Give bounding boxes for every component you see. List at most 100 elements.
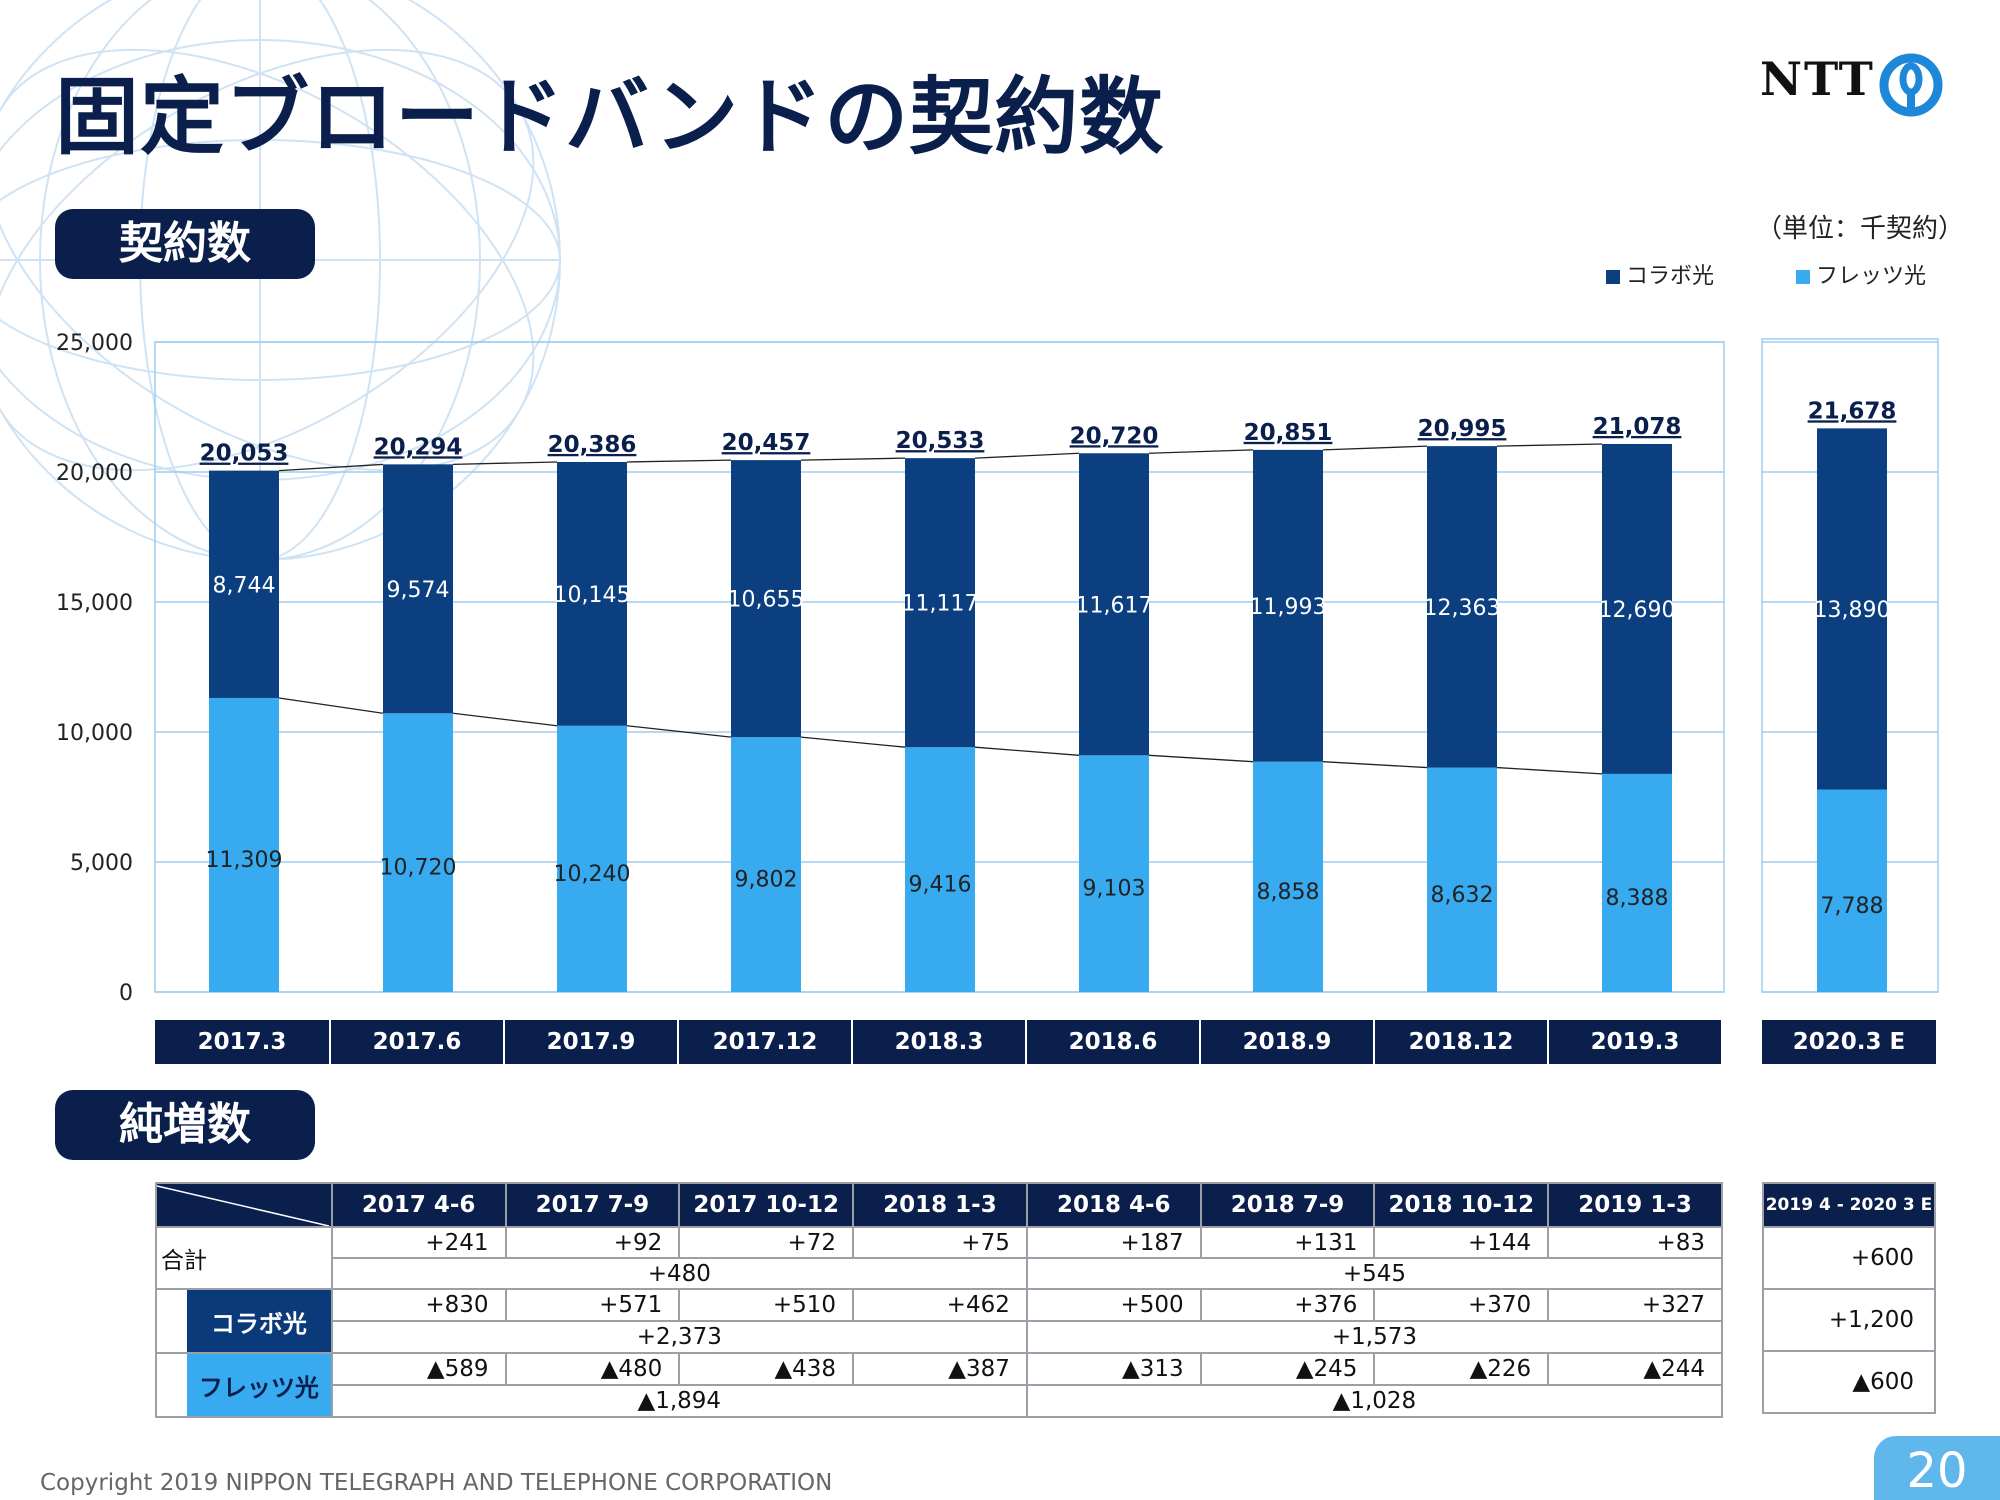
x-category-label: 2018.3: [853, 1020, 1025, 1064]
legend-swatch-flets: [1796, 270, 1810, 284]
data-label-kollabo: 10,655: [728, 588, 805, 613]
connector-line-total: [626, 459, 732, 463]
section-label-net-additions: 純増数: [55, 1090, 315, 1160]
flets-fy2018: ▲1,028: [1025, 1384, 1724, 1418]
connector-line-total: [1496, 443, 1603, 447]
total-q3: +72: [678, 1226, 855, 1259]
data-label-flets: 7,788: [1821, 894, 1884, 919]
flets-q8: ▲244: [1547, 1352, 1723, 1386]
data-label-total: 20,386: [548, 432, 637, 458]
total-q2: +92: [504, 1226, 681, 1259]
bar-flets: [731, 737, 801, 992]
header-2017-7-9: 2017 7-9: [504, 1182, 681, 1228]
data-label-total: 21,678: [1808, 398, 1897, 424]
data-label-total: 21,078: [1593, 414, 1682, 440]
connector-line-flets: [1496, 766, 1603, 775]
forecast-table: 2019 4 - 2020 3 E +600 +1,200 ▲600: [1762, 1182, 1936, 1414]
logo-text: NTT: [1760, 52, 1875, 106]
unit-note: （単位：千契約）: [1756, 214, 1965, 244]
flets-q4: ▲387: [852, 1352, 1028, 1386]
flets-q2: ▲480: [504, 1352, 681, 1386]
kollabo-fy2017: +2,373: [330, 1320, 1028, 1354]
total-fy2017: +480: [330, 1257, 1028, 1290]
total-q6: +131: [1199, 1226, 1376, 1259]
data-label-flets: 8,858: [1257, 880, 1320, 905]
x-category-label: 2017.6: [331, 1020, 503, 1064]
data-label-flets: 10,720: [380, 856, 457, 881]
data-label-kollabo: 12,690: [1599, 598, 1676, 623]
kollabo-q3: +510: [678, 1288, 855, 1322]
legend-item-flets: フレッツ光: [1796, 258, 1926, 290]
connector-line-flets: [1322, 761, 1428, 769]
kollabo-fy2018: +1,573: [1025, 1320, 1724, 1354]
kollabo-q5: +500: [1025, 1288, 1202, 1322]
flets-q7: ▲226: [1373, 1352, 1550, 1386]
connector-line-total: [278, 463, 384, 472]
header-2018-7-9: 2018 7-9: [1199, 1182, 1376, 1228]
row-label-flets-cell: フレッツ光: [155, 1352, 333, 1418]
legend-item-kollabo: コラボ光: [1606, 258, 1714, 290]
x-category-label: 2018.6: [1027, 1020, 1199, 1064]
connector-line-flets: [626, 725, 732, 738]
bar-kollabo: [1427, 446, 1497, 768]
data-label-total: 20,720: [1070, 423, 1159, 449]
legend-label-flets: フレッツ光: [1816, 264, 1927, 289]
data-label-kollabo: 11,993: [1250, 595, 1327, 620]
bar-kollabo: [557, 461, 627, 726]
kollabo-q4: +462: [852, 1288, 1028, 1322]
kollabo-q6: +376: [1199, 1288, 1376, 1322]
forecast-kollabo: +1,200: [1762, 1288, 1936, 1352]
flets-q1: ▲589: [330, 1352, 507, 1386]
data-label-flets: 10,240: [554, 862, 631, 887]
header-2018-4-6: 2018 4-6: [1025, 1182, 1202, 1228]
copyright-footer: Copyright 2019 NIPPON TELEGRAPH AND TELE…: [40, 1470, 833, 1496]
data-label-flets: 9,103: [1083, 877, 1146, 902]
total-q7: +144: [1373, 1226, 1550, 1259]
y-tick-label: 25,000: [56, 331, 133, 356]
row-label-total: 合計: [155, 1226, 333, 1290]
connector-line-total: [974, 452, 1080, 459]
connector-line-total: [1322, 445, 1428, 451]
ntt-logo-mark-icon: [1879, 53, 1943, 117]
connector-line-total: [1148, 449, 1254, 454]
connector-line-flets: [278, 697, 384, 714]
table-corner-cell: [155, 1182, 333, 1228]
bar-kollabo: [383, 464, 453, 714]
flets-fy2017: ▲1,894: [330, 1384, 1028, 1418]
total-q1: +241: [330, 1226, 507, 1259]
bar-flets: [557, 725, 627, 992]
row-label-kollabo-cell: コラボ光: [155, 1288, 333, 1354]
ntt-logo: NTT: [1760, 52, 1950, 122]
data-label-flets: 9,416: [909, 873, 972, 898]
total-fy2018: +545: [1025, 1257, 1724, 1290]
data-label-total: 20,053: [200, 441, 289, 467]
forecast-header: 2019 4 - 2020 3 E: [1762, 1182, 1936, 1228]
data-label-total: 20,533: [896, 428, 985, 454]
y-tick-label: 10,000: [56, 721, 133, 746]
bar-flets: [209, 697, 279, 992]
header-2018-1-3: 2018 1-3: [852, 1182, 1028, 1228]
data-label-total: 20,294: [374, 434, 463, 460]
row-indent: [157, 1354, 187, 1416]
connector-line-flets: [800, 736, 906, 748]
header-2017-10-12: 2017 10-12: [678, 1182, 855, 1228]
x-category-label: 2018.9: [1201, 1020, 1373, 1064]
bar-flets: [1602, 773, 1672, 992]
connector-line-flets: [452, 712, 558, 727]
data-label-total: 20,995: [1418, 416, 1507, 442]
y-tick-label: 5,000: [70, 851, 133, 876]
header-2017-4-6: 2017 4-6: [330, 1182, 507, 1228]
total-q4: +75: [852, 1226, 1028, 1259]
row-label-flets: フレッツ光: [187, 1354, 331, 1416]
forecast-total: +600: [1762, 1226, 1936, 1290]
bar-kollabo: [1079, 453, 1149, 756]
total-q8: +83: [1547, 1226, 1723, 1259]
data-label-kollabo: 13,890: [1814, 598, 1891, 623]
forecast-flets: ▲600: [1762, 1350, 1936, 1414]
bar-flets: [383, 713, 453, 992]
net-additions-table: 2017 4-6 2017 7-9 2017 10-12 2018 1-3 20…: [155, 1182, 1724, 1418]
bar-kollabo: [1253, 449, 1323, 762]
row-label-kollabo: コラボ光: [187, 1290, 331, 1352]
x-category-label: 2017.3: [155, 1020, 329, 1064]
